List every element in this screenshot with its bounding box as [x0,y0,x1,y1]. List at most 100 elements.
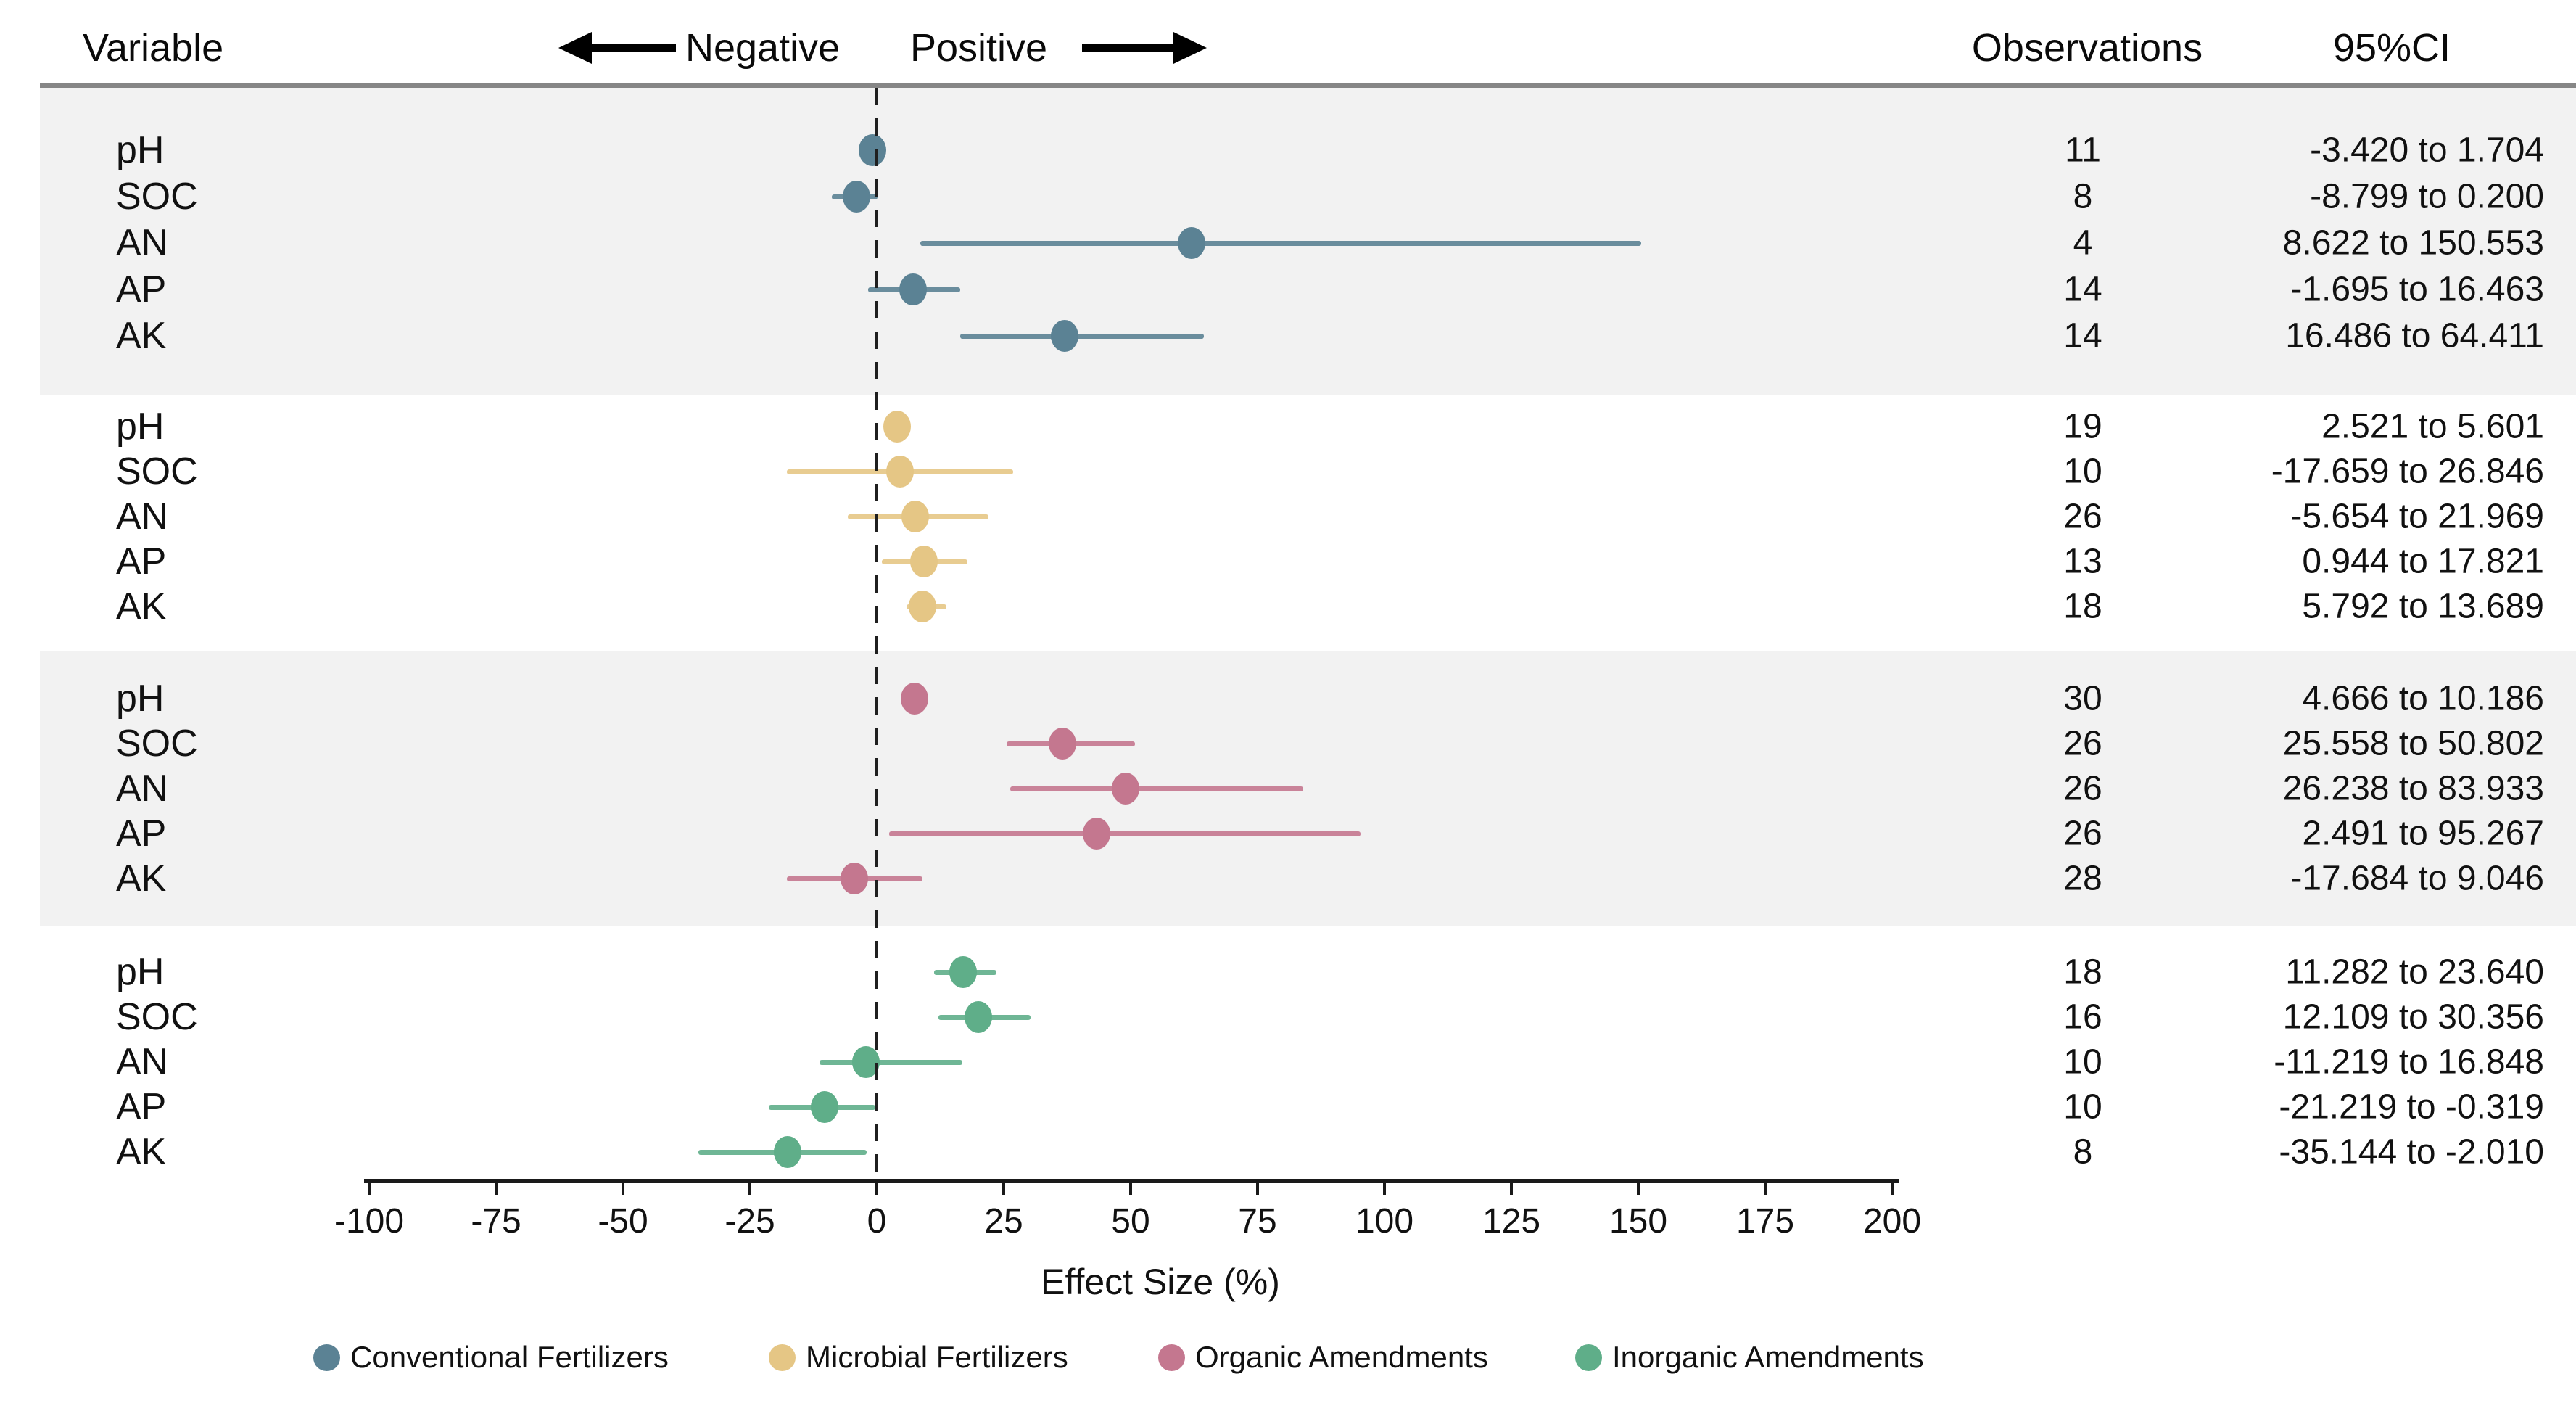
column-header-observations: Observations [1971,26,2203,70]
observations-value: 10 [2063,452,2102,491]
header-positive-label: Positive [910,26,1048,70]
effect-size-dot [883,411,911,443]
ci-whisker [889,831,1361,836]
ci-value: -17.684 to 9.046 [2290,859,2544,898]
observations-value: 14 [2063,316,2102,355]
row-label-AK: AK [116,1131,167,1173]
group-band-3 [40,651,2576,926]
x-axis-tick-label: 75 [1238,1202,1277,1241]
legend-item: Inorganic Amendments [1575,1340,1924,1375]
effect-size-dot [1051,320,1078,352]
effect-size-dot [1112,773,1139,805]
row-label-pH: pH [116,129,165,171]
legend-item: Conventional Fertilizers [313,1340,669,1375]
ci-value: -5.654 to 21.969 [2290,497,2544,536]
row-label-AK: AK [116,315,167,357]
effect-size-dot [900,683,928,715]
x-axis-tick-label: -50 [598,1202,648,1241]
legend-dot-icon [1158,1344,1185,1371]
ci-value: -1.695 to 16.463 [2290,270,2544,309]
ci-whisker [920,240,1641,246]
ci-value: 11.282 to 23.640 [2285,953,2544,992]
ci-value: 8.622 to 150.553 [2282,223,2544,263]
x-axis-tick [1637,1183,1640,1195]
row-label-AP: AP [116,813,167,855]
legend-item: Microbial Fertilizers [769,1340,1068,1375]
row-label-pH: pH [116,951,165,993]
observations-value: 18 [2063,953,2102,992]
ci-whisker [960,333,1204,339]
row-label-SOC: SOC [116,996,198,1038]
row-label-pH: pH [116,678,165,720]
effect-size-dot [858,134,886,166]
effect-size-dot [1178,227,1205,259]
ci-value: 4.666 to 10.186 [2302,679,2544,718]
effect-size-dot [910,546,938,577]
x-axis-tick [1002,1183,1005,1195]
x-axis-tick [1764,1183,1767,1195]
x-axis-tick [875,1183,878,1195]
row-label-SOC: SOC [116,176,198,218]
x-axis-tick [1256,1183,1259,1195]
x-axis-tick [622,1183,624,1195]
ci-value: 12.109 to 30.356 [2282,997,2544,1037]
effect-size-dot [1048,728,1076,760]
ci-value: 25.558 to 50.802 [2282,724,2544,763]
observations-value: 26 [2063,497,2102,536]
row-label-pH: pH [116,406,165,448]
ci-value: 2.521 to 5.601 [2321,407,2544,446]
row-label-AN: AN [116,495,169,538]
x-axis-tick-label: 100 [1355,1202,1414,1241]
x-axis-tick [748,1183,751,1195]
ci-value: 2.491 to 95.267 [2302,814,2544,853]
row-label-AP: AP [116,1086,167,1128]
header-separator-line [40,83,2576,88]
legend-label: Microbial Fertilizers [806,1340,1068,1374]
ci-value: 26.238 to 83.933 [2282,769,2544,808]
row-label-SOC: SOC [116,723,198,765]
observations-value: 26 [2063,769,2102,808]
arrow-right-bar [1082,44,1173,52]
effect-size-dot [840,863,868,894]
x-axis-tick [1383,1183,1386,1195]
observations-value: 14 [2063,270,2102,309]
effect-size-dot [949,956,977,988]
row-label-AN: AN [116,1041,169,1083]
x-axis-tick-label: 175 [1735,1202,1795,1241]
x-axis-tick [1510,1183,1513,1195]
effect-size-dot [965,1001,992,1033]
x-axis-tick-label: 0 [867,1202,887,1241]
ci-value: -11.219 to 16.848 [2274,1042,2544,1082]
observations-value: 18 [2063,587,2102,626]
observations-value: 10 [2063,1087,2102,1127]
x-axis-tick [1129,1183,1132,1195]
row-label-SOC: SOC [116,451,198,493]
x-axis-tick-label: 50 [1111,1202,1150,1241]
observations-value: 8 [2073,177,2093,216]
legend-label: Organic Amendments [1195,1340,1488,1374]
legend-dot-icon [1575,1344,1602,1371]
legend-dot-icon [769,1344,796,1371]
row-label-AK: AK [116,585,167,628]
x-axis-tick-label: 200 [1862,1202,1922,1241]
x-axis-tick-label: 25 [984,1202,1023,1241]
observations-value: 13 [2063,542,2102,581]
legend-label: Conventional Fertilizers [350,1340,669,1374]
x-axis-tick-label: -100 [334,1202,405,1241]
row-label-AP: AP [116,268,167,310]
x-axis-tick-label: 125 [1482,1202,1541,1241]
row-label-AK: AK [116,857,167,900]
zero-reference-line [875,88,878,1180]
observations-value: 4 [2073,223,2093,263]
effect-size-dot [810,1091,838,1123]
ci-value: -3.420 to 1.704 [2310,131,2544,170]
ci-value: -21.219 to -0.319 [2279,1087,2544,1127]
observations-value: 11 [2065,131,2101,170]
column-header-variable: Variable [83,26,224,70]
header-negative-label: Negative [685,26,841,70]
row-label-AN: AN [116,222,169,264]
effect-size-dot [1083,818,1111,850]
observations-value: 19 [2063,407,2102,446]
observations-value: 8 [2073,1132,2093,1172]
